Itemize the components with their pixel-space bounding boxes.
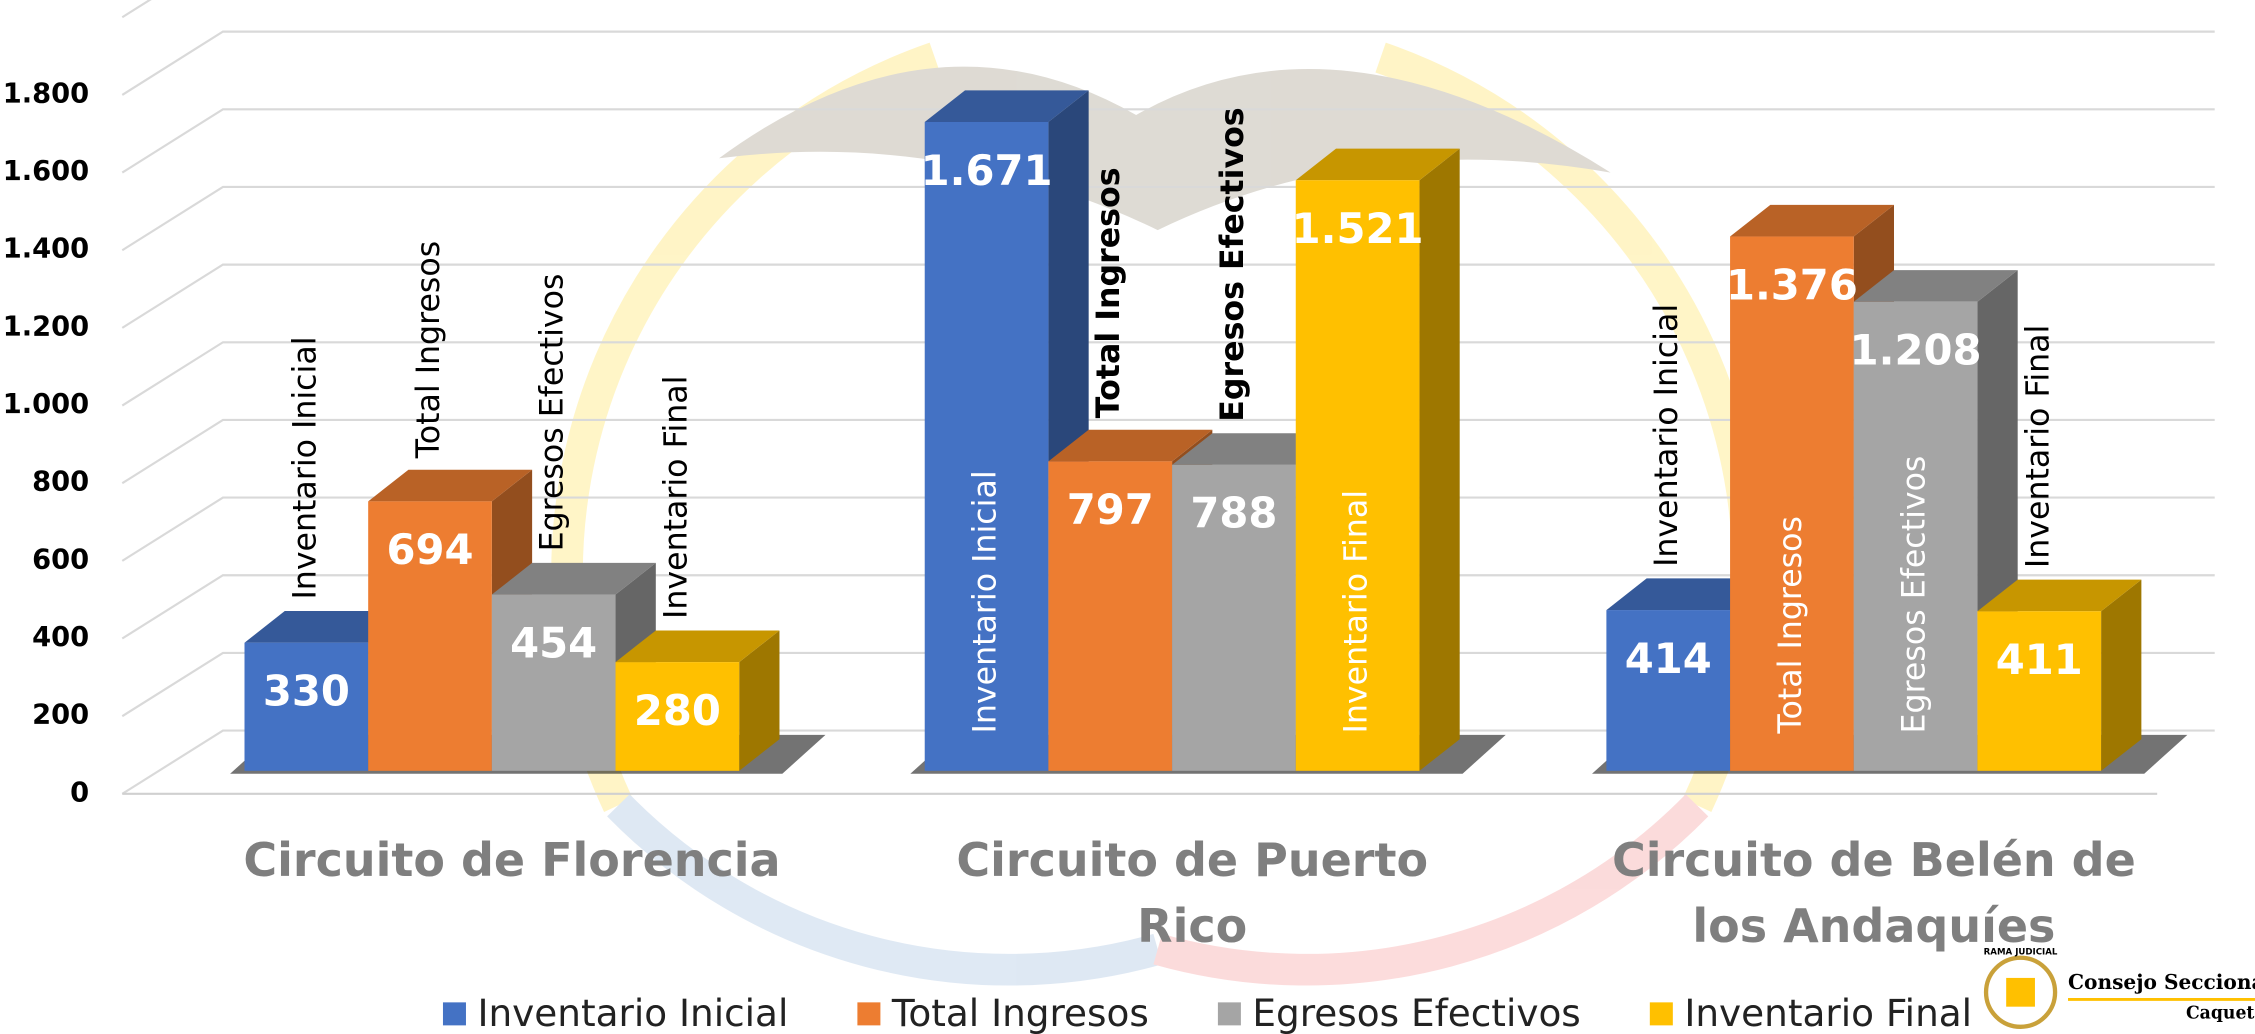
y-tick-label: 1.200 [3,311,89,342]
value-label: 280 [634,686,721,735]
legend-swatch [443,1002,466,1025]
x-tick-label-line: Circuito de Belén de [1612,832,2136,886]
y-tick-label: 800 [32,467,89,498]
logo: RAMA JUDICIAL Consejo Seccional de Caque… [1984,948,2255,1027]
value-label: 1.208 [1850,326,1982,375]
series-name-label: Total Ingresos [1773,516,1809,734]
y-tick-label: 1.000 [3,389,89,420]
legend-label: Total Ingresos [891,991,1149,1034]
value-label: 1.671 [921,146,1053,195]
value-label: 414 [1625,634,1712,683]
x-tick-label: Circuito de Puerto Rico [956,832,1428,952]
legend-label: Egresos Efectivos [1252,991,1580,1034]
series-name-label: Total Ingresos [411,241,447,459]
series-name-label: Inventario Inicial [968,470,1004,733]
chart: RAMA JUDICIAL Consejo Seccional de Caque… [0,0,2255,1034]
value-label: 788 [1190,489,1277,538]
legend-label: Inventario Final [1684,991,1972,1034]
series-name-label: Egresos Efectivos [1215,107,1251,421]
x-tick-label-line: Circuito de Puerto [956,832,1428,886]
series-name-label: Inventario Inicial [287,336,323,599]
value-label: 330 [263,666,350,715]
series-name-label: Inventario Inicial [1649,304,1685,567]
series-name-label: Egresos Efectivos [535,274,571,552]
logo-title: Consejo Seccional de [2068,970,2255,994]
y-tick-label: 1.400 [3,234,89,265]
y-tick-label: 200 [32,700,89,731]
series-name-label: Egresos Efectivos [1897,456,1933,734]
value-label: 797 [1067,485,1154,534]
series-name-label: Total Ingresos [1091,167,1127,418]
y-tick-label: 600 [32,544,89,575]
grid-line [122,0,2214,17]
value-label: 454 [510,618,597,667]
logo-subtitle: Caquetá [2186,1003,2255,1023]
bar-side [1419,149,1459,771]
y-tick-label: 1.600 [3,156,89,187]
series-name-label: Inventario Final [2020,325,2056,568]
value-label: 411 [1996,635,2083,684]
value-label: 1.376 [1726,260,1858,309]
grid-line [122,32,2214,95]
value-label: 694 [387,525,474,574]
logo-shield [2006,978,2035,1007]
legend-label: Inventario Inicial [477,991,788,1034]
series-name-label: Inventario Final [1339,490,1375,733]
series-name-label: Inventario Final [658,376,694,619]
x-tick-label-line: Rico [1137,899,1247,953]
y-tick-label: 1.800 [3,78,89,109]
legend-swatch [1218,1002,1241,1025]
x-tick-label: Circuito de Florencia [243,832,780,886]
x-tick-label-line: los Andaquíes [1692,899,2055,953]
bar-side [2101,580,2141,771]
y-tick-label: 400 [32,622,89,653]
x-tick-label: Circuito de Belén de los Andaquíes [1612,832,2136,952]
y-tick-label: 0 [70,777,89,808]
page: {"chart_data":{"type":"bar3d", "categori… [0,0,2255,1034]
legend-swatch [857,1002,880,1025]
x-tick-label-line: Circuito de Florencia [243,832,780,886]
value-label: 1.521 [1292,204,1424,253]
legend-swatch [1650,1002,1673,1025]
